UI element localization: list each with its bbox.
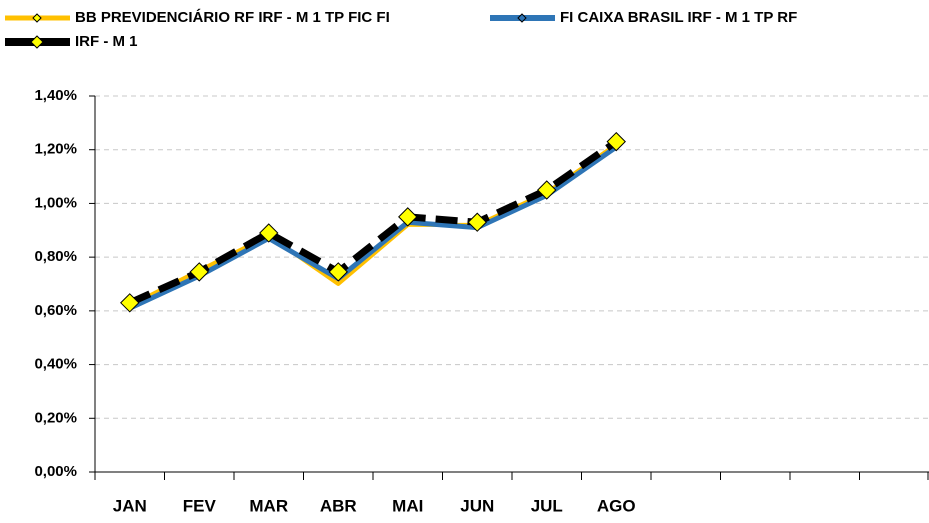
x-tick-label: JUL bbox=[531, 496, 563, 515]
x-tick-label: JUN bbox=[460, 496, 494, 515]
y-tick-label: 1,00% bbox=[34, 194, 77, 211]
y-tick-label: 0,00% bbox=[34, 463, 77, 480]
x-tick-label: MAR bbox=[249, 496, 288, 515]
x-tick-label: JAN bbox=[113, 496, 147, 515]
point-marker bbox=[537, 180, 557, 200]
x-tick-label: MAI bbox=[392, 496, 423, 515]
legend-label: FI CAIXA BRASIL IRF - M 1 TP RF bbox=[560, 9, 797, 26]
point-marker bbox=[398, 207, 418, 227]
y-tick-label: 0,40% bbox=[34, 356, 77, 373]
y-tick-label: 0,80% bbox=[34, 248, 77, 265]
y-tick-label: 1,40% bbox=[34, 87, 77, 104]
point-marker bbox=[189, 262, 209, 282]
point-marker bbox=[467, 212, 487, 232]
legend-marker bbox=[30, 35, 44, 49]
x-tick-label: FEV bbox=[183, 496, 217, 515]
series-line bbox=[128, 138, 619, 306]
x-tick-label: ABR bbox=[320, 496, 357, 515]
x-tick-label: AGO bbox=[597, 496, 636, 515]
point-marker bbox=[328, 262, 348, 282]
series-line bbox=[128, 142, 618, 308]
series-line bbox=[128, 144, 618, 311]
y-tick-label: 0,60% bbox=[34, 302, 77, 319]
point-marker bbox=[120, 293, 140, 313]
legend-label: IRF - M 1 bbox=[75, 33, 138, 50]
y-tick-label: 1,20% bbox=[34, 141, 77, 158]
point-marker bbox=[606, 131, 626, 152]
legend-label: BB PREVIDENCIÁRIO RF IRF - M 1 TP FIC FI bbox=[75, 9, 390, 26]
point-marker bbox=[259, 223, 279, 243]
legend-marker bbox=[517, 13, 527, 23]
y-tick-label: 0,20% bbox=[34, 409, 77, 426]
legend-marker bbox=[32, 13, 42, 23]
